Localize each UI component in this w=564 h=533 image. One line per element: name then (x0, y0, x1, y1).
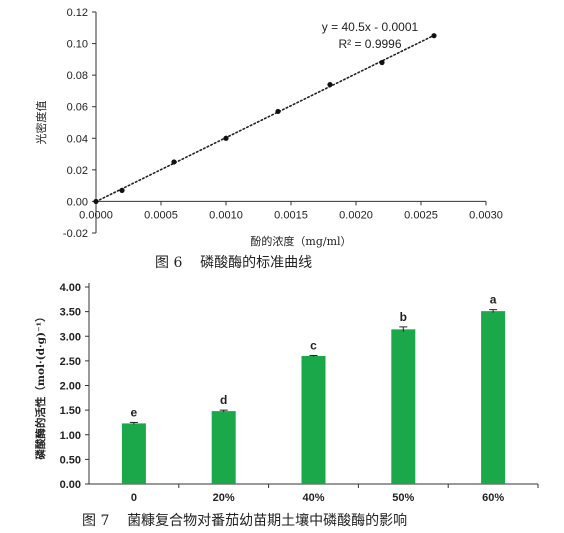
y-tick-label: 0.00 (60, 479, 81, 491)
y-tick-label: 0.00 (67, 196, 88, 208)
y-axis-title: 磷酸酶的活性（mol·(d·g)⁻¹） (34, 311, 47, 459)
significance-letter: a (490, 293, 497, 307)
x-tick-label: 20% (213, 492, 235, 504)
data-point (223, 135, 229, 141)
x-tick-label: 0.0030 (469, 209, 503, 221)
x-tick-label: 0.0025 (404, 209, 438, 221)
data-point (379, 59, 385, 66)
bar (391, 329, 416, 484)
trendline (95, 34, 435, 203)
y-tick-label: 0.12 (67, 7, 88, 19)
data-point (327, 82, 333, 88)
data-point (93, 198, 99, 205)
y-tick-label: 2.50 (60, 356, 81, 368)
y-tick-label: 0.50 (60, 454, 81, 466)
data-point (275, 108, 281, 115)
y-tick-label: 4.00 (60, 282, 81, 294)
bar (301, 355, 326, 484)
y-tick-label: 0.02 (67, 165, 88, 177)
y-tick-label: 1.50 (60, 405, 81, 417)
x-tick-label: 50% (392, 492, 414, 504)
bar (481, 311, 506, 484)
bar (211, 411, 236, 484)
x-axis-title: 酚的浓度（mg/ml） (250, 234, 351, 248)
significance-letter: d (220, 393, 227, 407)
x-tick-label: 60% (482, 492, 504, 504)
bar (121, 423, 146, 484)
equation-label: y = 40.5x - 0.0001 (322, 20, 419, 34)
y-tick-label: 2.00 (60, 381, 81, 393)
data-point (171, 159, 177, 165)
standard-curve-chart: -0.02 0.00 0.02 0.04 0.06 0.08 0.10 0.12 0.0000 0… (34, 7, 503, 248)
y-tick-label: 3.50 (60, 307, 81, 319)
x-tick-label: 0.0010 (209, 209, 243, 221)
y-tick-label: 3.00 (60, 331, 81, 343)
x-tick-label: 0.0000 (79, 209, 113, 221)
figure-6-caption: 图 6 磷酸酶的标准曲线 (155, 255, 313, 271)
y-tick-label: 0.08 (67, 70, 88, 82)
x-tick-label: 40% (302, 492, 324, 504)
y-tick-label: 1.00 (60, 430, 81, 442)
x-tick-label: 0.0015 (274, 209, 308, 221)
data-point (431, 33, 437, 39)
phosphatase-bar-chart: 0.00 0.50 1.00 1.50 2.00 2.50 3.00 3.50 4.00 e 0 d 2… (34, 282, 539, 504)
significance-letter: e (131, 405, 138, 419)
significance-letter: c (310, 338, 317, 352)
x-tick-label: 0 (131, 492, 137, 504)
x-tick-label: 0.0005 (144, 209, 178, 221)
y-tick-label: -0.02 (63, 228, 88, 240)
x-tick-label: 0.0020 (339, 209, 373, 221)
significance-letter: b (400, 310, 407, 324)
y-tick-label: 0.04 (67, 133, 88, 145)
y-tick-label: 0.06 (67, 102, 88, 114)
y-tick-label: 0.10 (67, 39, 88, 51)
y-axis-title: 光密度值 (34, 101, 48, 145)
figure-7-caption: 图 7 菌糠复合物对番茄幼苗期土壤中磷酸酶的影响 (82, 513, 408, 529)
data-point (119, 187, 125, 193)
r-squared-label: R² = 0.9996 (338, 37, 401, 51)
